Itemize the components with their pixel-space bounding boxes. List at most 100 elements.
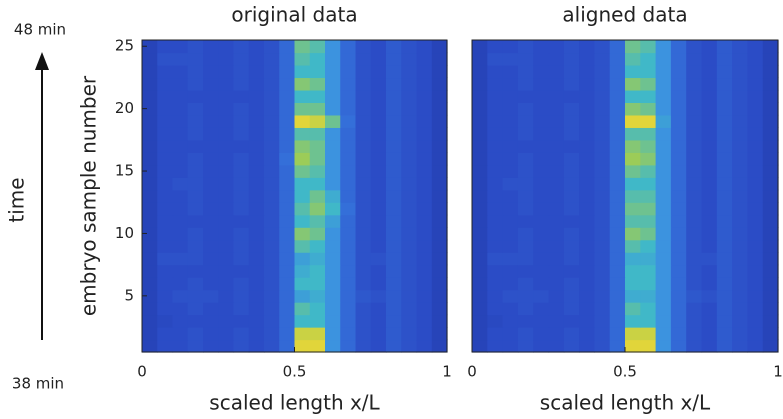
heatmap-cell xyxy=(309,327,326,341)
heatmap-cell xyxy=(340,77,357,91)
heatmap-cell xyxy=(355,214,372,228)
heatmap-cell xyxy=(732,327,748,341)
heatmap-cell xyxy=(386,127,402,141)
heatmap-cell xyxy=(716,227,733,241)
heatmap-cell xyxy=(670,289,687,303)
y-tick-label: 25 xyxy=(115,37,134,55)
heatmap-cell xyxy=(172,139,189,153)
heatmap-cell xyxy=(401,77,418,91)
heatmap-cell xyxy=(187,40,204,54)
heatmap-cell xyxy=(431,152,448,166)
heatmap-cell xyxy=(157,52,174,66)
heatmap-cell xyxy=(502,77,519,91)
heatmap-cell xyxy=(294,40,311,54)
heatmap-cell xyxy=(355,314,372,328)
heatmap-cell xyxy=(264,302,280,316)
heatmap-cell xyxy=(487,252,504,266)
heatmap-cell xyxy=(340,139,357,153)
heatmap-cell xyxy=(294,64,311,79)
heatmap-cell xyxy=(248,152,265,166)
heatmap-cell xyxy=(187,52,204,66)
heatmap-cell xyxy=(233,264,250,278)
heatmap-cell xyxy=(609,239,626,253)
heatmap-cell xyxy=(340,202,357,216)
heatmap-cell xyxy=(248,164,265,178)
heatmap-cell xyxy=(416,139,433,153)
heatmap-cell xyxy=(218,189,235,203)
heatmap-cell xyxy=(563,227,580,241)
x-axis-label: scaled length x/L xyxy=(540,391,711,415)
heatmap-cell xyxy=(579,239,595,253)
heatmap-cell xyxy=(218,289,235,303)
heatmap-cell xyxy=(472,177,488,191)
heatmap-cell xyxy=(517,314,534,328)
heatmap-cell xyxy=(579,327,595,341)
heatmap-cell xyxy=(264,89,280,103)
heatmap-cell xyxy=(279,302,296,316)
y-tick-label: 5 xyxy=(124,286,134,304)
heatmap-cell xyxy=(431,40,448,54)
heatmap-cell xyxy=(548,114,565,128)
heatmap-cell xyxy=(609,102,626,116)
heatmap-cell xyxy=(517,214,534,228)
heatmap-cell xyxy=(502,177,519,191)
heatmap-cell xyxy=(157,152,174,166)
heatmap-cell xyxy=(716,252,733,266)
heatmap-cell xyxy=(472,64,488,79)
heatmap-cell xyxy=(762,77,779,91)
heatmap-cell xyxy=(294,114,311,128)
heatmap-cell xyxy=(625,302,641,316)
heatmap-cell xyxy=(609,164,626,178)
heatmap-cell xyxy=(142,64,158,79)
heatmap-cell xyxy=(594,277,611,291)
heatmap-cell xyxy=(233,102,250,116)
heatmap-cell xyxy=(762,177,779,191)
heatmap-cell xyxy=(218,264,235,278)
heatmap-cell xyxy=(655,152,672,166)
heatmap-cell xyxy=(701,189,718,203)
heatmap-cell xyxy=(340,277,357,291)
heatmap-cell xyxy=(625,89,641,103)
heatmap-cell xyxy=(701,277,718,291)
heatmap-cell xyxy=(762,139,779,153)
heatmap-cell xyxy=(340,164,357,178)
heatmap-cell xyxy=(248,40,265,54)
heatmap-cell xyxy=(355,277,372,291)
heatmap-cell xyxy=(370,177,387,191)
heatmap-cell xyxy=(655,139,672,153)
heatmap-cell xyxy=(294,177,311,191)
heatmap-cell xyxy=(431,239,448,253)
heatmap-cell xyxy=(563,314,580,328)
heatmap-cell xyxy=(732,339,748,353)
heatmap-cell xyxy=(732,314,748,328)
heatmap-cell xyxy=(264,227,280,241)
heatmap-cell xyxy=(517,264,534,278)
heatmap-cell xyxy=(762,339,779,353)
heatmap-cell xyxy=(563,102,580,116)
heatmap-cell xyxy=(386,77,402,91)
heatmap-cell xyxy=(203,302,219,316)
heatmap-cell xyxy=(487,177,504,191)
heatmap-cell xyxy=(502,252,519,266)
heatmap-cell xyxy=(340,114,357,128)
heatmap-cell xyxy=(309,264,326,278)
heatmap-cell xyxy=(594,177,611,191)
heatmap-cell xyxy=(294,252,311,266)
heatmap-cell xyxy=(594,114,611,128)
heatmap-cell xyxy=(487,264,504,278)
heatmap-cell xyxy=(142,102,158,116)
heatmap-cell xyxy=(579,264,595,278)
heatmap-cell xyxy=(533,227,550,241)
y-tick-label: 20 xyxy=(115,99,134,117)
heatmap-cell xyxy=(579,139,595,153)
heatmap-cell xyxy=(762,152,779,166)
heatmap-cell xyxy=(670,40,687,54)
heatmap-cell xyxy=(431,189,448,203)
heatmap-cell xyxy=(563,127,580,141)
heatmap-cell xyxy=(187,252,204,266)
heatmap-cell xyxy=(325,302,341,316)
x-tick-label: 1 xyxy=(773,363,783,381)
heatmap-cell xyxy=(548,77,565,91)
heatmap-cell xyxy=(640,102,657,116)
heatmap-cell xyxy=(732,102,748,116)
